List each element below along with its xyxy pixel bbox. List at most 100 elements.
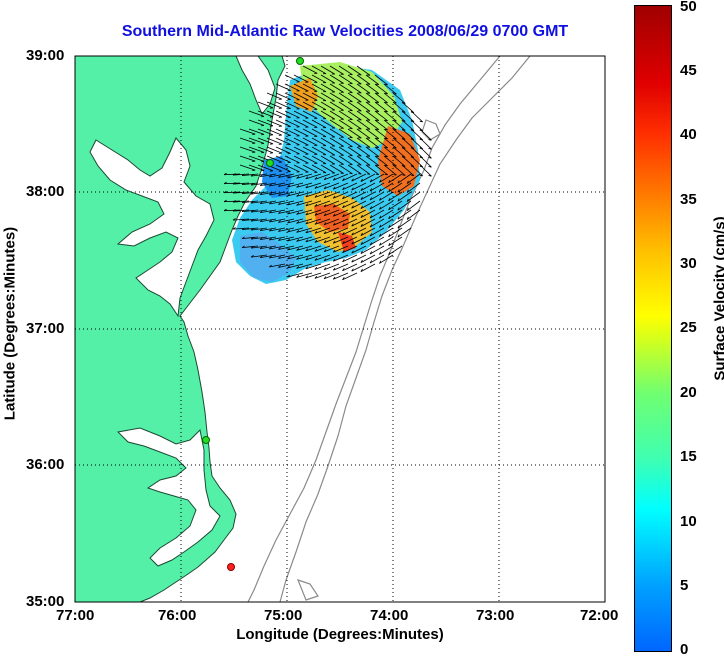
velocity-arrowhead — [252, 151, 256, 153]
velocity-arrow — [278, 236, 295, 241]
velocity-arrow — [351, 182, 367, 191]
velocity-arrow — [329, 65, 344, 75]
velocity-arrowhead — [269, 228, 272, 232]
velocity-arrowhead — [369, 179, 373, 183]
velocity-arrowhead — [241, 173, 245, 176]
velocity-arrow — [351, 218, 367, 227]
velocity-arrow — [360, 182, 376, 191]
velocity-arrowhead — [314, 248, 318, 252]
velocity-arrow — [369, 236, 385, 246]
velocity-arrow — [284, 92, 300, 101]
velocity-arrow — [311, 164, 327, 174]
velocity-arrowhead — [397, 216, 400, 220]
velocity-arrow — [284, 119, 300, 128]
velocity-arrowhead — [360, 232, 363, 236]
velocity-arrow — [266, 92, 282, 100]
velocity-arrowhead — [360, 241, 363, 245]
velocity-arrow — [260, 182, 277, 186]
velocity-arrow — [329, 155, 344, 165]
velocity-arrowhead — [351, 178, 354, 182]
velocity-arrowhead — [388, 188, 391, 192]
velocity-arrow — [248, 137, 265, 144]
velocity-arrow — [251, 191, 268, 195]
velocity-arrow — [360, 263, 376, 272]
velocity-arrowhead — [379, 260, 382, 264]
velocity-arrow — [333, 200, 349, 208]
velocity-arrowhead — [342, 187, 345, 190]
velocity-arrowhead — [406, 180, 409, 184]
velocity-arrowhead — [388, 242, 391, 246]
velocity-arrow — [257, 137, 274, 145]
y-tick-label: 39:00 — [26, 47, 65, 64]
colorbar-tick-label: 40 — [680, 126, 697, 143]
velocity-arrow — [374, 155, 388, 167]
velocity-arrow — [356, 146, 371, 157]
velocity-arrow — [333, 272, 349, 280]
velocity-arrowhead — [278, 202, 281, 205]
velocity-arrow — [410, 128, 423, 141]
velocity-arrowhead — [287, 211, 290, 215]
velocity-arrowhead — [269, 183, 272, 187]
velocity-arrowhead — [241, 191, 245, 194]
velocity-arrow — [242, 218, 259, 221]
velocity-arrow — [338, 164, 353, 175]
velocity-arrow — [311, 155, 327, 165]
velocity-arrowhead — [305, 221, 309, 225]
velocity-arrowhead — [419, 120, 423, 123]
velocity-arrow — [347, 110, 362, 121]
velocity-arrow — [314, 227, 331, 234]
velocity-arrowhead — [278, 193, 281, 196]
velocity-arrowhead — [287, 193, 290, 197]
velocity-arrowhead — [296, 203, 300, 206]
y-tick-label: 38:00 — [26, 183, 65, 200]
velocity-arrow — [296, 236, 313, 242]
velocity-arrow — [383, 146, 397, 158]
velocity-arrow — [342, 209, 358, 218]
velocity-arrow — [369, 254, 385, 264]
velocity-arrowhead — [241, 236, 245, 239]
velocity-arrowhead — [259, 183, 263, 186]
velocity-arrow — [275, 92, 291, 100]
velocity-arrowhead — [314, 194, 318, 198]
velocity-arrow — [365, 155, 380, 166]
velocity-arrowhead — [360, 268, 363, 272]
velocity-arrowhead — [351, 205, 354, 209]
velocity-arrowhead — [388, 215, 391, 219]
velocity-arrowhead — [223, 190, 227, 194]
velocity-arrow — [323, 272, 340, 280]
velocity-arrow — [305, 200, 322, 207]
velocity-arrow — [314, 200, 331, 207]
velocity-arrow — [374, 146, 388, 158]
velocity-arrow — [333, 227, 349, 235]
velocity-arrow — [293, 119, 309, 128]
velocity-arrow — [347, 164, 362, 175]
velocity-arrowhead — [250, 254, 254, 258]
velocity-arrow — [248, 119, 265, 126]
velocity-arrowhead — [332, 276, 336, 280]
velocity-arrowhead — [397, 198, 400, 202]
velocity-arrow — [284, 128, 300, 137]
velocity-arrowhead — [397, 189, 400, 193]
velocity-arrowhead — [232, 227, 236, 230]
velocity-arrowhead — [332, 204, 336, 208]
velocity-arrowhead — [252, 160, 256, 162]
velocity-arrowhead — [232, 173, 236, 176]
velocity-arrow — [293, 164, 309, 173]
velocity-arrowhead — [397, 180, 400, 184]
velocity-arrowhead — [278, 184, 281, 187]
velocity-arrow — [342, 182, 358, 191]
velocity-arrow — [269, 200, 286, 205]
bathymetry-contours — [247, 55, 531, 603]
velocity-arrow — [392, 101, 406, 113]
velocity-arrow — [369, 182, 385, 192]
velocity-arrow — [293, 155, 309, 164]
velocity-arrow — [347, 83, 362, 94]
velocity-arrowhead — [323, 213, 327, 217]
plot-frame — [74, 55, 606, 603]
velocity-arrowhead — [252, 133, 256, 135]
velocity-arrow — [260, 191, 277, 195]
velocity-arrow — [401, 101, 415, 113]
velocity-arrow — [287, 200, 304, 206]
velocity-arrow — [374, 128, 388, 140]
